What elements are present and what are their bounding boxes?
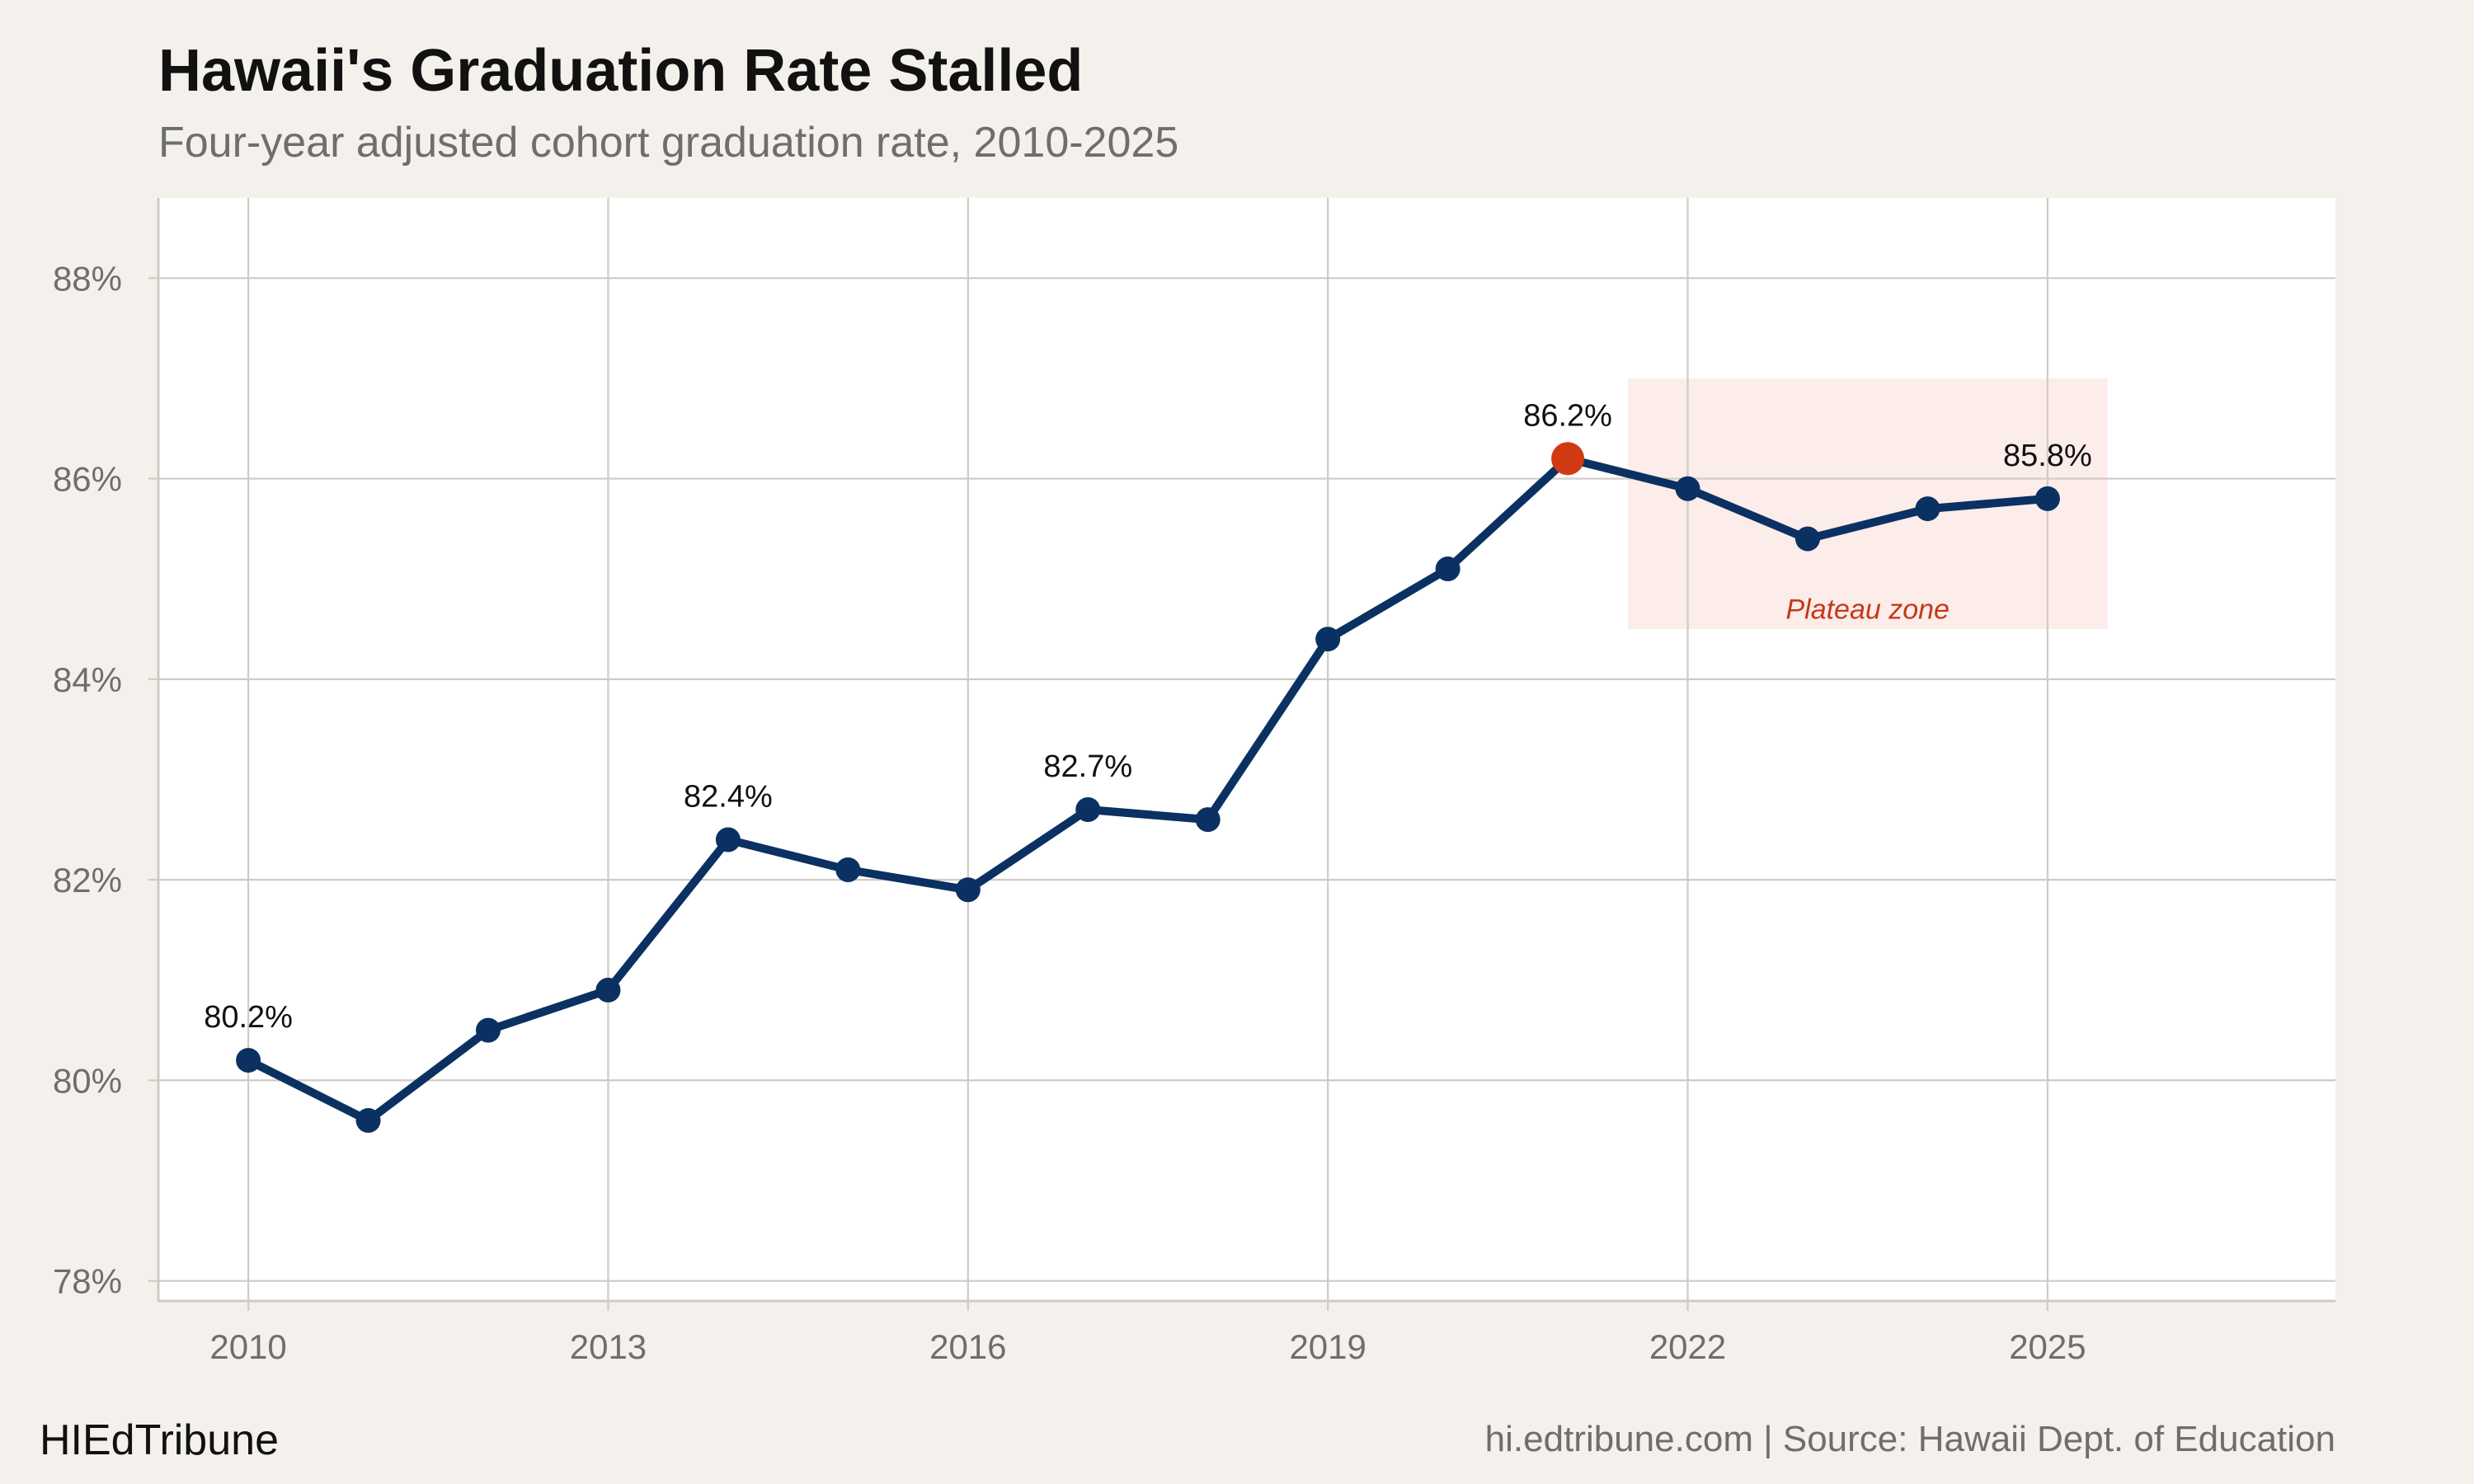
x-tick-label: 2013 <box>570 1327 647 1366</box>
label-layer: 80.2% 82.4% 82.7% 86.2% 85.8% Plateau zone <box>204 398 2092 1035</box>
x-tick-label: 2025 <box>2009 1327 2086 1366</box>
y-tick-label: 88% <box>53 259 122 298</box>
x-tick-label: 2022 <box>1649 1327 1726 1366</box>
data-point <box>236 1048 261 1073</box>
graduation-rate-line <box>244 454 2052 1125</box>
x-tick-label: 2019 <box>1289 1327 1366 1366</box>
y-tick-label: 82% <box>53 861 122 899</box>
y-tick-label: 84% <box>53 660 122 699</box>
series-layer <box>236 442 2060 1134</box>
chart-subtitle: Four-year adjusted cohort graduation rat… <box>158 119 1178 167</box>
data-point <box>1795 526 1820 552</box>
y-tick-label: 80% <box>53 1061 122 1100</box>
data-point <box>2034 486 2060 511</box>
data-point <box>1435 556 1460 582</box>
data-label: 82.7% <box>1043 749 1132 784</box>
x-tick-label: 2010 <box>209 1327 286 1366</box>
plateau-zone-label: Plateau zone <box>1785 594 1950 626</box>
data-point <box>1075 796 1101 822</box>
peak-point <box>1551 442 1585 476</box>
grid-layer <box>158 198 2335 1301</box>
data-label: 82.4% <box>684 779 773 814</box>
data-point <box>476 1017 501 1043</box>
data-point <box>835 857 861 882</box>
chart-title: Hawaii's Graduation Rate Stalled <box>158 38 1083 104</box>
data-label: 80.2% <box>204 1000 293 1035</box>
data-label: 85.8% <box>2003 439 2092 473</box>
data-point <box>595 977 621 1003</box>
data-label: 86.2% <box>1523 398 1612 433</box>
plot-panel <box>158 198 2335 1301</box>
data-point <box>1195 807 1221 833</box>
data-point <box>1675 476 1700 501</box>
data-point <box>1315 627 1341 652</box>
x-tick-label: 2016 <box>929 1327 1006 1366</box>
data-point <box>955 877 981 903</box>
y-tick-label: 78% <box>53 1262 122 1301</box>
brand-logo: HIEdTribune <box>40 1416 279 1464</box>
data-point <box>715 827 741 852</box>
data-point <box>1915 496 1940 522</box>
axis-layer: 78% 80% 82% 84% 86% 88% 2010 2013 2016 2019 2022 20… <box>53 198 2335 1366</box>
data-point <box>355 1108 381 1134</box>
source-note: hi.edtribune.com | Source: Hawaii Dept. … <box>1485 1419 2335 1459</box>
y-tick-label: 86% <box>53 460 122 499</box>
